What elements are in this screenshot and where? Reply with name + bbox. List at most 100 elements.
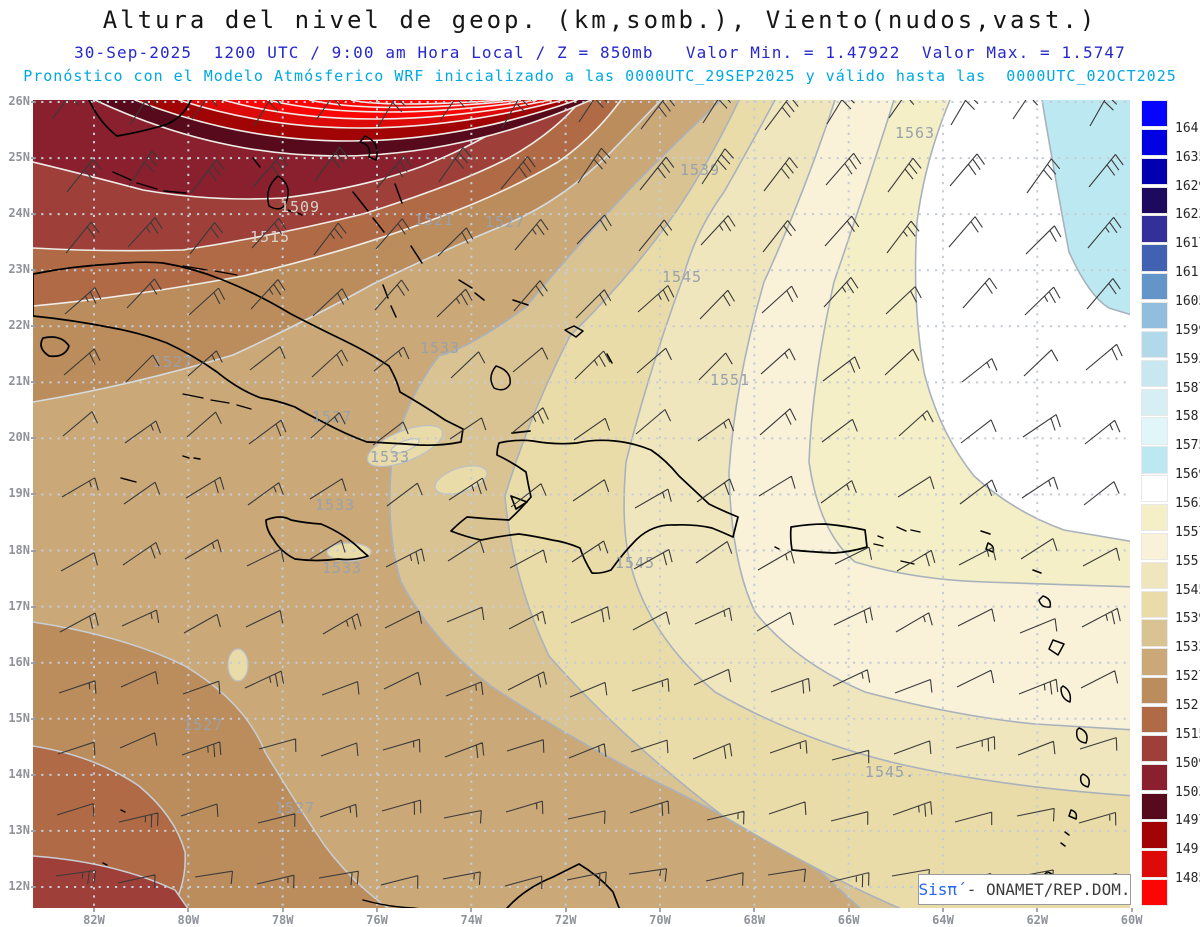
colorbar-cell — [1141, 446, 1168, 474]
latlon-grid — [33, 100, 1130, 908]
contour-label: 1545 — [662, 268, 702, 286]
colorbar-cell — [1141, 648, 1168, 676]
lat-tick-mark — [31, 157, 36, 160]
colorbar-value-label: 1629 — [1175, 178, 1200, 194]
contour-label: 1521 — [414, 211, 454, 229]
colorbar-value-label: 1557 — [1175, 524, 1200, 540]
wind-barb-field — [52, 100, 1124, 890]
colorbar-cell — [1141, 273, 1168, 301]
coast-jamaica — [265, 516, 369, 562]
lon-tick-mark — [941, 908, 944, 912]
colorbar-cell — [1141, 330, 1168, 359]
lon-tick-label: 62W — [1026, 913, 1049, 927]
contour-label: 1539 — [680, 161, 720, 179]
lat-tick-mark — [31, 493, 36, 496]
lat-tick-mark — [31, 829, 36, 832]
colorbar-cell — [1141, 590, 1168, 618]
lon-tick-label: 64W — [932, 913, 954, 927]
colorbar-value-label: 1527 — [1175, 669, 1200, 685]
colorbar-value-label: 1605 — [1175, 294, 1200, 309]
colorbar-value-label: 1593 — [1175, 351, 1200, 367]
colorbar-cell — [1141, 359, 1168, 388]
lat-tick-label: 23N — [8, 262, 30, 277]
colorbar-cell — [1141, 388, 1168, 416]
lat-tick-label: 17N — [8, 598, 30, 613]
colorbar-cell — [1141, 244, 1168, 272]
lon-tick-mark — [187, 908, 190, 912]
lon-tick-label: 74W — [460, 913, 483, 927]
lon-tick-mark — [470, 908, 473, 912]
colorbar-value-label: 1515 — [1175, 726, 1200, 742]
coast-cuba — [33, 261, 464, 447]
lat-tick-mark — [31, 269, 36, 272]
lat-tick-mark — [31, 549, 36, 552]
colorbar-value-label: 1575 — [1175, 438, 1200, 454]
height-bands-southwest — [33, 621, 390, 908]
lat-tick-mark — [31, 717, 36, 720]
colorbar-cell — [1141, 417, 1168, 445]
colorbar-cell — [1141, 302, 1168, 330]
lon-tick-label: 80W — [177, 913, 200, 927]
coast-cayman — [120, 455, 201, 483]
lon-tick-mark — [281, 908, 284, 912]
colorbar-cell — [1141, 186, 1168, 214]
coast-hispaniola — [450, 439, 739, 575]
contour-label: 1533 — [420, 339, 460, 357]
lon-tick-label: 78W — [271, 913, 294, 927]
colorbar-cell — [1141, 879, 1168, 907]
colorbar-value-label: 1551 — [1175, 553, 1200, 569]
colorbar-value-label: 1539 — [1175, 611, 1200, 627]
contour-label: 1545. — [865, 763, 915, 781]
lon-tick-label: 70W — [649, 913, 671, 927]
lat-tick-mark — [31, 437, 36, 440]
wind-barbs — [52, 100, 1124, 890]
contour-label: 1533 — [370, 448, 410, 466]
coast-bahamas — [252, 135, 613, 391]
lat-tick-label: 25N — [8, 150, 30, 165]
contour-label: 1533 — [322, 559, 362, 577]
colorbar-cell — [1141, 619, 1168, 647]
colorbar-value-label: 1497 — [1175, 813, 1200, 829]
coast-puerto-rico — [789, 523, 868, 554]
lat-tick-label: 26N — [8, 94, 30, 108]
lon-tick-label: 68W — [743, 913, 766, 927]
colorbar-value-label: 1599 — [1175, 322, 1200, 338]
lon-tick-label: 60W — [1120, 913, 1143, 927]
coast-guajira — [506, 863, 621, 908]
lon-tick-mark — [847, 908, 850, 912]
contour-labels: 1563 1539 1509 1521 1527 1515 1545 1533 1527 1551… — [153, 124, 935, 817]
colorbar-cell — [1141, 215, 1168, 243]
lat-tick-label: 15N — [8, 710, 30, 725]
lat-tick-label: 24N — [8, 206, 30, 221]
lat-tick-label: 16N — [8, 654, 30, 669]
watermark-box: Sisπ́ - ONAMET/REP.DOM. — [918, 874, 1131, 905]
coast-virgin-islands — [774, 526, 921, 565]
lon-tick-mark — [564, 908, 567, 912]
coast-south-america — [102, 809, 419, 908]
coast-gonave — [510, 430, 531, 510]
geopotential-wind-map: 1563 1539 1509 1521 1527 1515 1545 1533 1527 1551… — [33, 100, 1130, 908]
coast-cuba-cays — [182, 265, 252, 410]
lon-tick-label: 76W — [366, 913, 388, 927]
height-band-pockets — [227, 424, 488, 682]
lat-tick-mark — [31, 325, 36, 328]
colorbar-value-label: 1623 — [1175, 207, 1200, 223]
contour-label: 1563 — [895, 124, 935, 142]
colorbar-cell — [1141, 792, 1168, 820]
colorbar-value-label: 1533 — [1175, 640, 1200, 656]
contour-label: 1527 — [485, 213, 525, 231]
lat-tick-label: 19N — [8, 486, 30, 501]
lat-tick-label: 14N — [8, 766, 30, 781]
lat-tick-mark — [31, 661, 36, 664]
colorbar-cell — [1141, 821, 1168, 849]
colorbar-cell — [1141, 561, 1168, 590]
colorbar-value-label: 1617 — [1175, 236, 1200, 252]
lon-tick-mark — [1036, 908, 1039, 912]
lat-tick-label: 12N — [8, 878, 30, 893]
coast-florida — [88, 100, 192, 137]
